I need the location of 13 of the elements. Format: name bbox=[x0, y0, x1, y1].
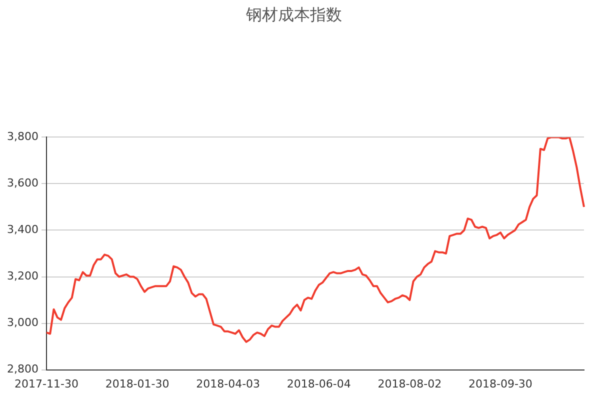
x-tick-label: 2018-08-02 bbox=[378, 377, 442, 390]
y-tick-label: 3,800 bbox=[6, 130, 38, 144]
x-tick-label: 2017-11-30 bbox=[14, 377, 78, 390]
y-tick-label: 3,200 bbox=[6, 270, 38, 283]
chart-title: 钢材成本指数 bbox=[245, 4, 342, 24]
y-tick-label: 3,400 bbox=[6, 223, 38, 236]
y-tick-label: 2,800 bbox=[6, 362, 38, 376]
x-tick-label: 2018-01-30 bbox=[105, 377, 170, 390]
x-tick-label: 2018-09-30 bbox=[468, 377, 532, 390]
y-tick-label: 3,000 bbox=[6, 316, 38, 330]
y-tick-label: 3,600 bbox=[6, 176, 38, 190]
x-tick-label: 2018-06-04 bbox=[286, 377, 351, 390]
x-tick-label: 2018-04-03 bbox=[196, 377, 260, 390]
